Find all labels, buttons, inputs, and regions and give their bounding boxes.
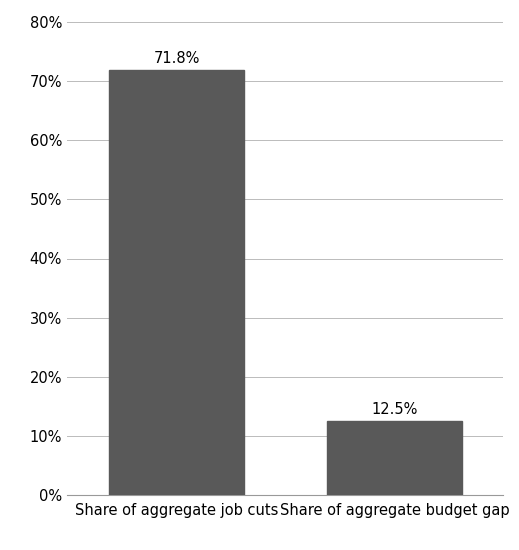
Text: 12.5%: 12.5% [371, 402, 418, 417]
Bar [327, 421, 462, 495]
Text: 71.8%: 71.8% [153, 51, 200, 67]
Bar [109, 70, 244, 495]
